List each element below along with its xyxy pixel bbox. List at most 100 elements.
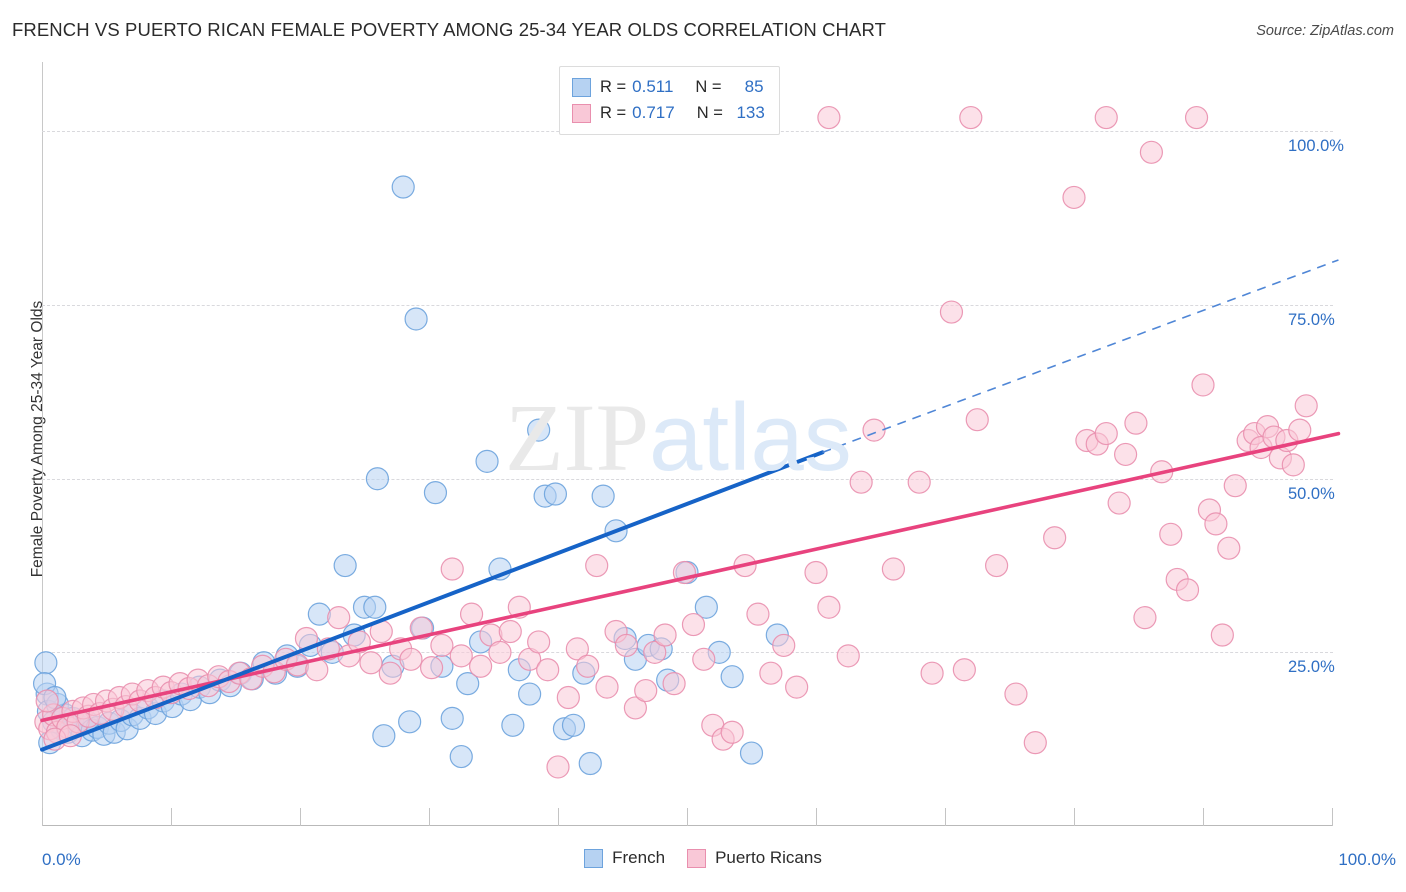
data-point	[456, 672, 480, 696]
x-tick	[429, 808, 430, 826]
data-point	[759, 661, 783, 685]
y-tick-label: 100.0%	[1288, 137, 1344, 156]
data-point	[1210, 623, 1234, 647]
data-point	[1175, 578, 1200, 602]
data-point	[591, 484, 615, 508]
trendline-french-extrapolated	[822, 259, 1339, 454]
data-point	[399, 647, 423, 671]
x-tick	[558, 808, 559, 826]
data-point	[536, 658, 560, 682]
data-point	[1133, 606, 1157, 630]
data-point	[1062, 185, 1086, 210]
gridline	[42, 305, 1333, 307]
data-point	[469, 654, 493, 678]
puerto-rican-n-value: 133	[736, 103, 765, 122]
data-point	[501, 713, 525, 737]
data-point	[449, 744, 473, 769]
data-point	[34, 651, 58, 675]
trendline-puerto-ricans	[40, 431, 1341, 723]
data-point	[1004, 682, 1028, 706]
data-point	[595, 675, 619, 699]
data-point	[365, 467, 389, 491]
data-point	[662, 672, 686, 696]
puerto-rican-n-label: N =	[696, 103, 723, 122]
gridline	[42, 478, 1333, 480]
data-point	[720, 665, 744, 689]
data-point	[578, 751, 602, 776]
data-point	[1288, 418, 1312, 442]
data-point	[35, 689, 59, 713]
data-point	[614, 633, 638, 658]
data-point	[1204, 512, 1228, 536]
data-point	[1217, 536, 1241, 560]
data-point	[720, 720, 744, 744]
data-point	[359, 651, 383, 675]
data-point	[391, 175, 415, 199]
data-point	[959, 105, 983, 130]
french-r-value: 0.511	[632, 77, 674, 96]
data-point	[307, 602, 331, 626]
data-point	[984, 553, 1009, 578]
data-point	[398, 710, 422, 734]
data-point	[430, 633, 454, 658]
data-point	[623, 696, 648, 720]
data-point	[939, 300, 964, 324]
data-point	[836, 644, 860, 668]
puerto-rican-swatch-icon	[572, 103, 591, 123]
french-n-value: 85	[744, 77, 764, 96]
series-puerto-ricans	[34, 105, 1318, 779]
data-point	[849, 470, 873, 494]
french-r-label: R =	[600, 77, 627, 96]
x-tick	[300, 808, 301, 826]
data-point	[372, 724, 396, 748]
data-point	[694, 595, 718, 619]
data-point	[1223, 474, 1247, 498]
data-point	[518, 682, 542, 706]
data-point	[817, 105, 841, 130]
data-point	[634, 678, 658, 703]
data-point	[1294, 394, 1318, 418]
data-point	[681, 612, 706, 637]
puerto-rican-r-value: 0.717	[632, 103, 675, 122]
data-point	[920, 661, 944, 685]
y-tick-label: 50.0%	[1288, 484, 1335, 503]
data-point	[1107, 491, 1131, 515]
french-swatch-icon	[572, 77, 591, 97]
legend-item-puerto-ricans[interactable]: Puerto Ricans	[687, 848, 822, 868]
plot-area	[32, 62, 1341, 826]
data-point	[804, 560, 828, 585]
data-point	[1113, 442, 1138, 467]
legend-swatch-icon	[687, 848, 707, 868]
x-tick	[687, 808, 688, 826]
x-tick	[42, 808, 43, 826]
data-point	[327, 606, 351, 630]
data-point	[565, 637, 589, 661]
data-point	[1139, 140, 1164, 164]
data-point	[965, 408, 989, 432]
data-point	[333, 553, 357, 578]
source-attribution: Source: ZipAtlas.com	[1256, 23, 1394, 39]
x-axis-min-label: 0.0%	[42, 850, 81, 869]
data-point	[543, 482, 568, 506]
data-point	[561, 713, 586, 737]
data-point	[440, 557, 464, 581]
data-point	[1281, 453, 1305, 477]
legend-swatch-icon	[584, 848, 604, 868]
stat-row-french: R = 0.511 N = 85	[572, 74, 765, 100]
data-point	[527, 418, 551, 442]
legend-item-french[interactable]: French	[584, 848, 665, 868]
data-point	[498, 619, 522, 644]
y-tick-label: 25.0%	[1288, 658, 1335, 677]
data-point	[1159, 522, 1183, 546]
data-point	[1023, 731, 1047, 755]
series-legend: French Puerto Ricans	[0, 848, 1406, 868]
correlation-stats-box: R = 0.511 N = 85 R = 0.717 N = 133	[559, 66, 780, 135]
data-point	[881, 557, 906, 581]
data-point	[363, 595, 387, 619]
data-point	[576, 654, 600, 678]
legend-label: French	[612, 848, 666, 867]
data-point	[952, 658, 976, 682]
data-point	[1094, 421, 1118, 446]
data-point	[1043, 526, 1067, 550]
